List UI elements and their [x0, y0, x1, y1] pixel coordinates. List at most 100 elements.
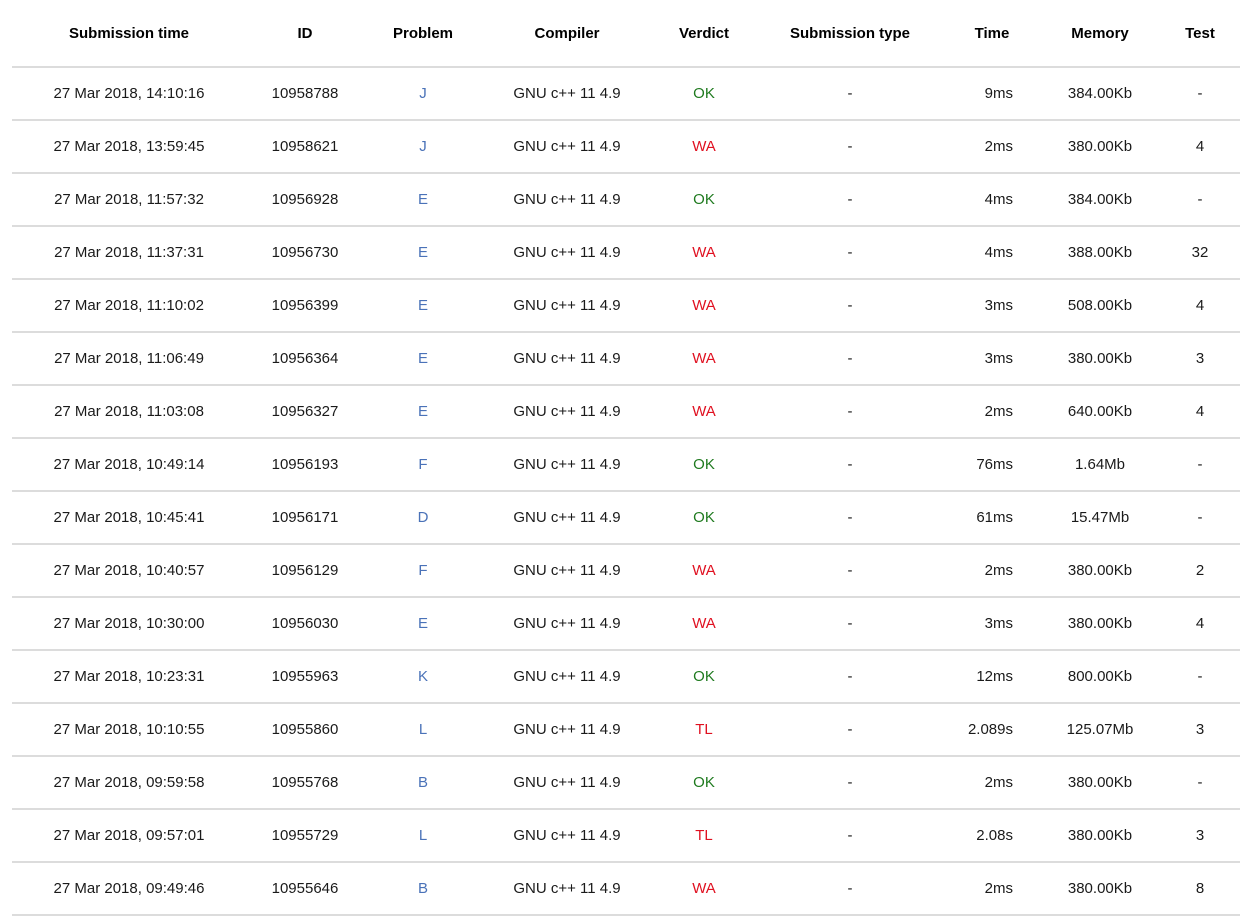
- problem-link[interactable]: L: [418, 827, 428, 844]
- test-cell: -: [1197, 668, 1203, 685]
- verdict-cell: OK: [693, 85, 715, 102]
- submission-row: 27 Mar 2018, 09:57:01 10955729 L GNU c++…: [12, 809, 1240, 862]
- runtime-cell: 2.08s: [976, 827, 1013, 844]
- problem-link[interactable]: E: [417, 191, 428, 208]
- verdict-cell: WA: [692, 350, 716, 367]
- submission-id-cell: 10956129: [271, 562, 339, 579]
- submission-id-cell: 10956171: [271, 509, 339, 526]
- submission-row: 27 Mar 2018, 09:59:58 10955768 B GNU c++…: [12, 756, 1240, 809]
- compiler-cell: GNU c++ 11 4.9: [513, 244, 621, 261]
- problem-cell: B: [364, 862, 482, 915]
- compiler-cell: GNU c++ 11 4.9: [513, 191, 621, 208]
- test-cell: 4: [1195, 615, 1205, 632]
- submission-type-cell: -: [847, 244, 853, 261]
- table-body: 27 Mar 2018, 14:10:16 10958788 J GNU c++…: [12, 67, 1240, 915]
- problem-link[interactable]: E: [417, 350, 428, 367]
- memory-cell: 384.00Kb: [1067, 85, 1133, 102]
- submission-id-cell: 10955963: [271, 668, 339, 685]
- submission-id-cell: 10956364: [271, 350, 339, 367]
- test-cell: 8: [1195, 880, 1205, 897]
- problem-link[interactable]: K: [417, 668, 428, 685]
- problem-link[interactable]: L: [418, 721, 428, 738]
- problem-link[interactable]: E: [417, 615, 428, 632]
- runtime-cell: 9ms: [984, 85, 1013, 102]
- runtime-cell: 2ms: [984, 880, 1013, 897]
- runtime-cell: 3ms: [984, 297, 1013, 314]
- compiler-cell: GNU c++ 11 4.9: [513, 138, 621, 155]
- submission-id-cell: 10955860: [271, 721, 339, 738]
- column-header-verdict: Verdict: [678, 24, 730, 42]
- problem-link[interactable]: J: [419, 138, 427, 155]
- memory-cell: 380.00Kb: [1067, 350, 1133, 367]
- problem-link[interactable]: F: [418, 562, 428, 579]
- test-cell: -: [1197, 191, 1203, 208]
- submission-row: 27 Mar 2018, 11:06:49 10956364 E GNU c++…: [12, 332, 1240, 385]
- column-header-memory: Memory: [1071, 24, 1129, 42]
- problem-cell: F: [364, 544, 482, 597]
- verdict-cell: WA: [692, 562, 716, 579]
- problem-link[interactable]: E: [417, 403, 428, 420]
- test-cell: -: [1197, 509, 1203, 526]
- submission-type-cell: -: [847, 350, 853, 367]
- submission-type-cell: -: [847, 668, 853, 685]
- submission-row: 27 Mar 2018, 11:03:08 10956327 E GNU c++…: [12, 385, 1240, 438]
- submission-type-cell: -: [847, 509, 853, 526]
- verdict-cell: OK: [693, 509, 715, 526]
- submission-time-cell: 27 Mar 2018, 10:40:57: [53, 562, 205, 579]
- runtime-cell: 2.089s: [967, 721, 1013, 738]
- submission-row: 27 Mar 2018, 10:40:57 10956129 F GNU c++…: [12, 544, 1240, 597]
- column-header-id: ID: [297, 24, 313, 42]
- runtime-cell: 3ms: [984, 615, 1013, 632]
- submission-row: 27 Mar 2018, 11:10:02 10956399 E GNU c++…: [12, 279, 1240, 332]
- submission-time-cell: 27 Mar 2018, 10:10:55: [53, 721, 205, 738]
- test-cell: -: [1197, 774, 1203, 791]
- submission-id-cell: 10956327: [271, 403, 339, 420]
- submission-row: 27 Mar 2018, 11:57:32 10956928 E GNU c++…: [12, 173, 1240, 226]
- submission-id-cell: 10958788: [271, 85, 339, 102]
- submission-type-cell: -: [847, 774, 853, 791]
- column-header-test: Test: [1185, 24, 1215, 42]
- submission-type-cell: -: [847, 403, 853, 420]
- submission-id-cell: 10956399: [271, 297, 339, 314]
- test-cell: 3: [1195, 827, 1205, 844]
- problem-cell: E: [364, 226, 482, 279]
- submission-row: 27 Mar 2018, 13:59:45 10958621 J GNU c++…: [12, 120, 1240, 173]
- problem-link[interactable]: E: [417, 244, 428, 261]
- problem-link[interactable]: F: [418, 456, 428, 473]
- problem-link[interactable]: J: [419, 85, 427, 102]
- verdict-cell: OK: [693, 191, 715, 208]
- verdict-cell: OK: [693, 456, 715, 473]
- submission-id-cell: 10956030: [271, 615, 339, 632]
- memory-cell: 380.00Kb: [1067, 562, 1133, 579]
- problem-link[interactable]: B: [417, 774, 428, 791]
- compiler-cell: GNU c++ 11 4.9: [513, 615, 621, 632]
- submission-time-cell: 27 Mar 2018, 11:37:31: [54, 244, 204, 261]
- memory-cell: 380.00Kb: [1067, 880, 1133, 897]
- runtime-cell: 4ms: [984, 244, 1013, 261]
- submission-type-cell: -: [847, 880, 853, 897]
- problem-link[interactable]: E: [417, 297, 428, 314]
- memory-cell: 1.64Mb: [1074, 456, 1126, 473]
- runtime-cell: 4ms: [984, 191, 1013, 208]
- problem-link[interactable]: D: [417, 509, 429, 526]
- problem-cell: L: [364, 703, 482, 756]
- runtime-cell: 12ms: [976, 668, 1013, 685]
- problem-cell: F: [364, 438, 482, 491]
- column-header-compiler: Compiler: [534, 24, 600, 42]
- submission-id-cell: 10955729: [271, 827, 339, 844]
- verdict-cell: WA: [692, 138, 716, 155]
- submission-type-cell: -: [847, 721, 853, 738]
- memory-cell: 640.00Kb: [1067, 403, 1133, 420]
- test-cell: 4: [1195, 403, 1205, 420]
- test-cell: 2: [1195, 562, 1205, 579]
- submission-id-cell: 10955646: [271, 880, 339, 897]
- verdict-cell: WA: [692, 403, 716, 420]
- submission-time-cell: 27 Mar 2018, 09:57:01: [53, 827, 205, 844]
- runtime-cell: 2ms: [984, 403, 1013, 420]
- test-cell: 4: [1195, 297, 1205, 314]
- problem-link[interactable]: B: [417, 880, 428, 897]
- verdict-cell: WA: [692, 244, 716, 261]
- compiler-cell: GNU c++ 11 4.9: [513, 403, 621, 420]
- submission-time-cell: 27 Mar 2018, 09:49:46: [53, 880, 205, 897]
- test-cell: 3: [1195, 350, 1205, 367]
